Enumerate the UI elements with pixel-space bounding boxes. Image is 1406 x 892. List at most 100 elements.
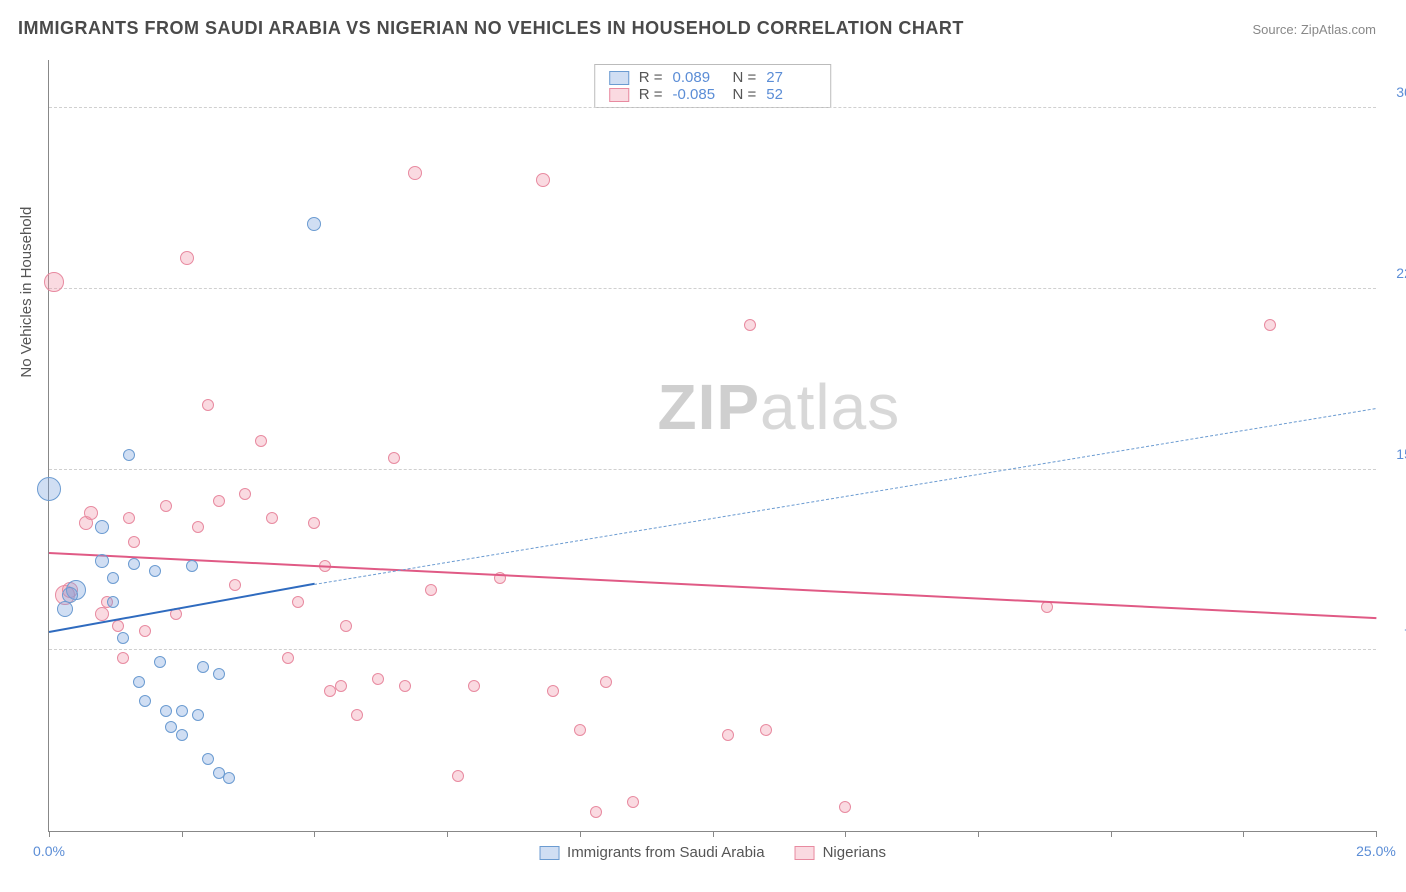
y-axis-label: No Vehicles in Household xyxy=(18,207,35,378)
data-point-saudi xyxy=(192,709,204,721)
data-point-nigerian xyxy=(372,673,384,685)
r-value-saudi: 0.089 xyxy=(673,69,723,86)
legend-item-nigerian: Nigerians xyxy=(795,844,886,861)
data-point-nigerian xyxy=(547,685,559,697)
data-point-nigerian xyxy=(239,488,251,500)
data-point-nigerian xyxy=(139,625,151,637)
data-point-saudi xyxy=(128,558,140,570)
data-point-nigerian xyxy=(722,729,734,741)
data-point-nigerian xyxy=(627,796,639,808)
data-point-nigerian xyxy=(202,399,214,411)
data-point-saudi xyxy=(133,676,145,688)
series-label-saudi: Immigrants from Saudi Arabia xyxy=(567,844,765,861)
watermark: ZIPatlas xyxy=(657,370,900,444)
data-point-saudi xyxy=(107,572,119,584)
data-point-nigerian xyxy=(388,452,400,464)
chart-plot-area: ZIPatlas R = 0.089 N = 27 R = -0.085 N =… xyxy=(48,60,1376,832)
xtick-label: 25.0% xyxy=(1356,843,1396,859)
data-point-nigerian xyxy=(574,724,586,736)
r-value-nigerian: -0.085 xyxy=(673,86,723,103)
data-point-saudi xyxy=(160,705,172,717)
xtick xyxy=(314,831,315,837)
data-point-nigerian xyxy=(399,680,411,692)
data-point-nigerian xyxy=(408,166,422,180)
swatch-nigerian xyxy=(609,88,629,102)
data-point-saudi xyxy=(149,565,161,577)
data-point-nigerian xyxy=(229,579,241,591)
data-point-nigerian xyxy=(335,680,347,692)
n-value-saudi: 27 xyxy=(766,69,816,86)
data-point-nigerian xyxy=(308,517,320,529)
data-point-nigerian xyxy=(44,272,64,292)
xtick xyxy=(447,831,448,837)
xtick xyxy=(580,831,581,837)
data-point-saudi xyxy=(197,661,209,673)
data-point-saudi xyxy=(57,601,73,617)
data-point-nigerian xyxy=(84,506,98,520)
swatch-saudi xyxy=(539,846,559,860)
gridline xyxy=(49,649,1376,650)
data-point-nigerian xyxy=(292,596,304,608)
data-point-nigerian xyxy=(123,512,135,524)
data-point-nigerian xyxy=(282,652,294,664)
series-legend: Immigrants from Saudi Arabia Nigerians xyxy=(539,844,886,861)
n-value-nigerian: 52 xyxy=(766,86,816,103)
data-point-nigerian xyxy=(95,607,109,621)
legend-row-nigerian: R = -0.085 N = 52 xyxy=(609,86,817,103)
r-label: R = xyxy=(639,86,663,103)
data-point-saudi xyxy=(95,554,109,568)
data-point-saudi xyxy=(117,632,129,644)
swatch-nigerian xyxy=(795,846,815,860)
data-point-saudi xyxy=(123,449,135,461)
data-point-nigerian xyxy=(340,620,352,632)
trend-line xyxy=(49,552,1376,619)
data-point-saudi xyxy=(154,656,166,668)
data-point-nigerian xyxy=(468,680,480,692)
xtick xyxy=(1111,831,1112,837)
data-point-saudi xyxy=(307,217,321,231)
data-point-nigerian xyxy=(117,652,129,664)
data-point-nigerian xyxy=(839,801,851,813)
n-label: N = xyxy=(733,69,757,86)
ytick-label: 30.0% xyxy=(1381,84,1406,100)
data-point-nigerian xyxy=(760,724,772,736)
xtick xyxy=(182,831,183,837)
data-point-nigerian xyxy=(128,536,140,548)
data-point-nigerian xyxy=(452,770,464,782)
trend-line xyxy=(49,583,315,633)
gridline xyxy=(49,107,1376,108)
source-attribution: Source: ZipAtlas.com xyxy=(1252,22,1376,37)
data-point-saudi xyxy=(107,596,119,608)
xtick xyxy=(713,831,714,837)
xtick xyxy=(978,831,979,837)
data-point-saudi xyxy=(37,477,61,501)
data-point-saudi xyxy=(95,520,109,534)
data-point-nigerian xyxy=(536,173,550,187)
data-point-saudi xyxy=(213,668,225,680)
legend-item-saudi: Immigrants from Saudi Arabia xyxy=(539,844,765,861)
legend-row-saudi: R = 0.089 N = 27 xyxy=(609,69,817,86)
data-point-nigerian xyxy=(112,620,124,632)
series-label-nigerian: Nigerians xyxy=(823,844,886,861)
data-point-nigerian xyxy=(160,500,172,512)
data-point-nigerian xyxy=(1264,319,1276,331)
ytick-label: 22.5% xyxy=(1381,265,1406,281)
data-point-nigerian xyxy=(255,435,267,447)
n-label: N = xyxy=(733,86,757,103)
data-point-nigerian xyxy=(213,495,225,507)
xtick xyxy=(49,831,50,837)
data-point-nigerian xyxy=(180,251,194,265)
correlation-legend: R = 0.089 N = 27 R = -0.085 N = 52 xyxy=(594,64,832,108)
data-point-saudi xyxy=(176,729,188,741)
ytick-label: 15.0% xyxy=(1381,446,1406,462)
data-point-nigerian xyxy=(744,319,756,331)
data-point-saudi xyxy=(186,560,198,572)
data-point-saudi xyxy=(139,695,151,707)
swatch-saudi xyxy=(609,71,629,85)
watermark-zip: ZIP xyxy=(657,371,760,443)
watermark-atlas: atlas xyxy=(760,371,900,443)
gridline xyxy=(49,288,1376,289)
xtick xyxy=(1243,831,1244,837)
xtick-label: 0.0% xyxy=(33,843,65,859)
gridline xyxy=(49,469,1376,470)
